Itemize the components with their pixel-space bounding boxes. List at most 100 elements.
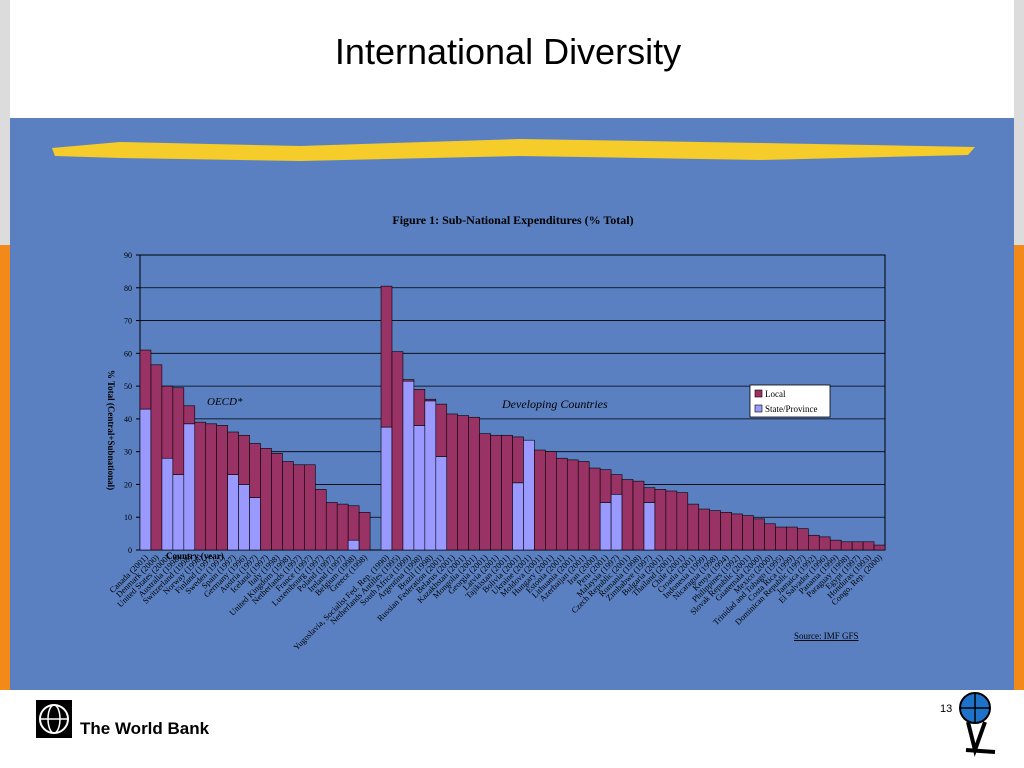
bar-segment [336,503,349,551]
bar-segment [687,503,700,551]
bar-segment [161,457,174,551]
bar-segment [238,434,250,485]
bar-segment [643,487,656,503]
bar-segment [424,398,437,402]
y-tick-label: 0 [128,546,132,555]
legend-swatch [754,389,763,398]
bar-segment [764,523,776,551]
bar-segment [468,416,480,551]
y-tick-label: 70 [124,317,132,326]
source: Source: IMF GFS [794,631,859,641]
bar-segment [665,490,678,551]
y-tick-label: 10 [124,513,132,522]
bar-segment [249,497,261,551]
bar-segment [490,434,502,551]
bar-segment [358,512,371,551]
bar-segment [873,544,886,551]
page-number: 13 [940,703,952,715]
bar-segment [753,518,765,551]
bar-segment [314,489,327,551]
bar-segment [304,464,316,551]
bar-segment [599,502,612,551]
bar-segment [282,461,294,551]
bar-segment [775,526,787,551]
annotation: Developing Countries [501,397,608,411]
bar-segment [709,510,721,551]
bar-segment [293,464,305,551]
bar-segment [501,434,513,551]
bar-segment [512,436,524,484]
bar-segment [402,379,415,382]
bar-segment [150,364,163,551]
bar-segment [534,449,546,551]
bar-segment [588,467,601,551]
bar-segment [610,474,623,495]
bar-segment [654,489,667,551]
side-strip [0,245,10,690]
bar-segment [786,526,798,551]
chart-title: Figure 1: Sub-National Expenditures (% T… [392,213,633,227]
bar-segment [556,457,568,551]
bar-segment [227,431,239,475]
annotation: OECD* [207,396,243,408]
bar-segment [183,405,196,425]
bar-segment [731,513,743,551]
bar-segment [391,351,404,551]
bar-segment [851,541,864,551]
brush-stroke [52,139,975,161]
bar-segment [227,474,239,551]
bar-segment [720,512,732,551]
bar-segment [347,539,360,551]
bar-segment [271,453,283,551]
x-axis-label: Country (year) [166,551,224,561]
bar-segment [139,349,152,410]
bar-segment [249,443,261,498]
bar-segment [479,433,491,551]
y-tick-label: 30 [124,448,132,457]
bar-segment [676,492,689,551]
bar-segment [216,425,228,551]
y-tick-label: 50 [124,382,132,391]
bar-segment [621,479,634,551]
y-tick-label: 60 [124,349,132,358]
bar-segment [380,426,393,551]
bar-segment [172,474,185,551]
bar-segment [139,408,152,551]
bar-segment [829,539,842,551]
bar-segment [643,502,656,551]
y-tick-label: 40 [124,415,132,424]
bar-segment [413,389,426,426]
bar-segment [818,536,831,551]
bar-segment [413,425,426,551]
legend-box [749,384,831,418]
bar-segment [380,285,393,428]
bar-segment [402,380,415,551]
legend-swatch [754,404,763,413]
y-tick-label: 80 [124,284,132,293]
bar-segment [457,415,469,551]
bar-segment [205,423,217,551]
bar-segment [862,541,875,551]
bar-segment [260,448,272,551]
y-axis-label: % Total (Central+Subnational) [106,370,116,490]
logo [36,700,72,738]
bar-segment [610,493,623,551]
bar-segment [512,482,524,551]
bar-segment [347,505,360,541]
bar-segment [599,469,612,503]
legend-label: Local [765,389,786,399]
bar-segment [424,400,437,551]
bar-segment [446,413,459,551]
side-strip [1014,245,1024,690]
bar-segment [797,528,809,551]
slide-title: International Diversity [335,31,681,72]
bar-segment [435,403,448,457]
bar-segment [194,421,207,551]
y-tick-label: 20 [124,480,132,489]
legend: Local State/Province [749,384,831,418]
bar-segment [840,541,853,551]
bar-segment [808,534,820,551]
